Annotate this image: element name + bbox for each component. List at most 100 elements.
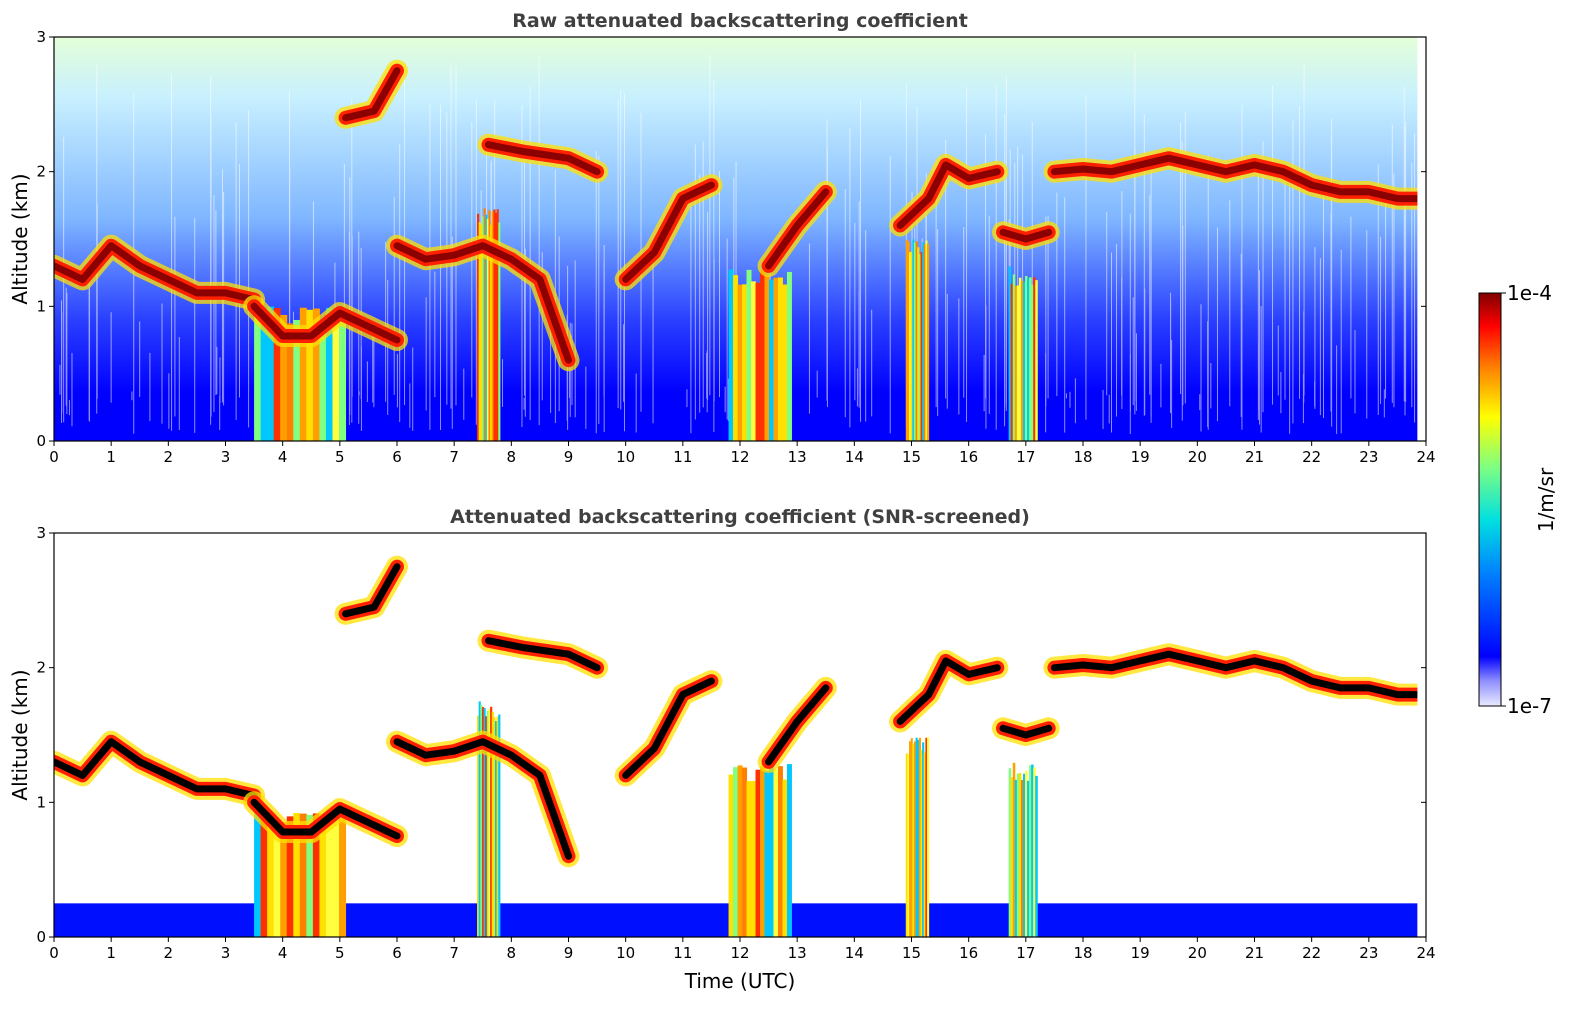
- column-strip: [493, 717, 496, 937]
- x-tick-label: 2: [164, 944, 174, 962]
- column-strip: [312, 308, 320, 441]
- x-tick-label: 24: [1416, 944, 1435, 962]
- column-strip: [912, 239, 915, 441]
- cloud-layer-core: [999, 724, 1053, 739]
- column-strip: [480, 224, 483, 441]
- column-strip: [485, 214, 488, 441]
- cloud-layer-core: [622, 181, 715, 283]
- column-strip: [755, 769, 761, 937]
- column-strip: [773, 277, 779, 441]
- cloud-layer-core: [765, 684, 830, 766]
- column-strip: [498, 714, 501, 937]
- no-data-region: [1417, 37, 1426, 441]
- x-tick-label: 15: [902, 944, 921, 962]
- no-data-region: [1417, 533, 1426, 937]
- column-strip: [751, 780, 757, 937]
- column-strip: [760, 270, 765, 441]
- column-strip: [1022, 281, 1026, 441]
- aerosol-column: [728, 764, 792, 937]
- column-strip: [768, 279, 774, 441]
- x-tick-label: 0: [49, 448, 59, 466]
- column-strip: [927, 243, 930, 441]
- column-strip: [273, 818, 281, 937]
- column-strip: [339, 818, 347, 937]
- x-tick-label: 22: [1302, 448, 1321, 466]
- x-tick-label: 13: [788, 944, 807, 962]
- column-strip: [1035, 775, 1038, 937]
- column-strip: [909, 741, 912, 937]
- column-strip: [481, 216, 485, 441]
- column-strip: [920, 252, 923, 441]
- x-tick-label: 0: [49, 944, 59, 962]
- column-strip: [1031, 764, 1034, 937]
- x-tick-label: 12: [730, 944, 749, 962]
- column-strip: [918, 737, 921, 937]
- column-strip: [495, 721, 498, 937]
- column-strip: [925, 240, 928, 441]
- column-strip: [907, 754, 910, 937]
- x-tick-label: 11: [673, 944, 692, 962]
- column-strip: [905, 753, 908, 937]
- column-strip: [768, 765, 774, 937]
- y-axis: 0 1 2 3: [36, 28, 1426, 450]
- column-strip: [299, 307, 307, 441]
- cloud-layer-core: [485, 141, 601, 176]
- colorbar-min-label: 1e-7: [1507, 694, 1552, 718]
- cloud-layer-core: [54, 242, 258, 304]
- column-strip: [485, 716, 488, 937]
- x-tick-label: 13: [788, 448, 807, 466]
- column-strip: [486, 218, 489, 441]
- y-axis-label: Altitude (km): [8, 173, 32, 304]
- y-tick-label: 1: [36, 297, 46, 315]
- column-strip: [260, 815, 268, 937]
- aerosol-column: [1008, 266, 1038, 441]
- x-tick-label: 20: [1188, 944, 1207, 962]
- x-tick-label: 17: [1016, 448, 1035, 466]
- aerosol-column: [254, 808, 347, 937]
- x-tick-label: 20: [1188, 448, 1207, 466]
- column-strip: [480, 704, 483, 937]
- y-tick-label: 0: [36, 432, 46, 450]
- aerosol-column: [1008, 762, 1038, 937]
- x-tick-label: 24: [1416, 448, 1435, 466]
- column-strip: [1012, 762, 1016, 937]
- column-strip: [912, 743, 915, 937]
- aerosol-column: [477, 208, 501, 441]
- cloud-layer-core: [1050, 154, 1421, 203]
- column-strip: [742, 284, 748, 441]
- column-strip: [733, 275, 739, 441]
- column-strip: [339, 315, 347, 441]
- cloud-layer-core: [342, 563, 401, 618]
- column-strip: [1029, 277, 1032, 441]
- column-strip: [915, 241, 918, 441]
- column-strip: [498, 222, 501, 441]
- column-strip: [1031, 284, 1034, 441]
- column-strip: [737, 284, 743, 441]
- aerosol-column: [905, 737, 930, 937]
- column-strip: [306, 814, 314, 937]
- column-strip: [751, 281, 757, 441]
- cloud-layer-core: [342, 67, 401, 122]
- cloud-layer-core: [250, 302, 401, 344]
- y-axis: 0 1 2 3: [36, 524, 1426, 946]
- column-strip: [905, 239, 908, 441]
- x-tick-label: 21: [1245, 944, 1264, 962]
- column-strip: [1025, 276, 1028, 441]
- x-tick-label: 14: [845, 448, 864, 466]
- x-tick-label: 3: [221, 944, 231, 962]
- aerosol-column: [905, 239, 930, 441]
- column-strip: [782, 779, 788, 937]
- x-tick-label: 15: [902, 448, 921, 466]
- column-strip: [922, 742, 925, 937]
- column-strip: [280, 822, 288, 937]
- column-strip: [273, 308, 281, 441]
- column-strip: [918, 254, 921, 441]
- screened-backscatter-panel: Attenuated backscattering coefficient (S…: [8, 506, 1436, 993]
- x-tick-label: 7: [449, 944, 459, 962]
- aerosol-column: [477, 701, 501, 937]
- column-strip: [496, 716, 499, 937]
- column-strip: [786, 764, 792, 937]
- column-strip: [760, 766, 765, 937]
- column-strip: [486, 710, 489, 937]
